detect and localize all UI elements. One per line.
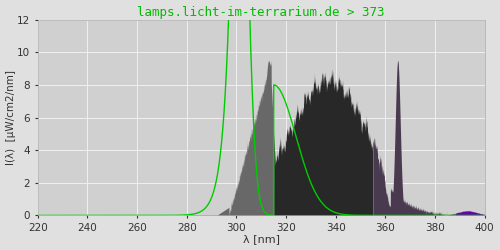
X-axis label: λ [nm]: λ [nm] <box>242 234 280 244</box>
Title: lamps.licht-im-terrarium.de > 373: lamps.licht-im-terrarium.de > 373 <box>138 6 385 18</box>
Y-axis label: I(λ)  [μW/cm2/nm]: I(λ) [μW/cm2/nm] <box>6 70 16 165</box>
